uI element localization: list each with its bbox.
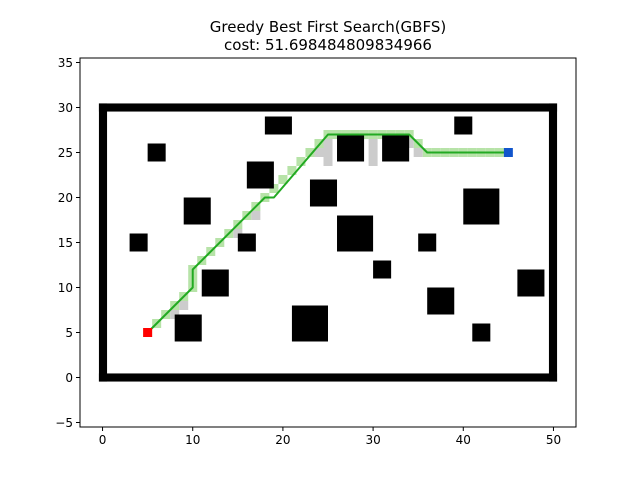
boundary-walls-layer <box>98 103 558 382</box>
y-tick-label: 0 <box>65 371 73 385</box>
boundary-bottom <box>98 373 558 382</box>
markers-layer <box>143 148 513 337</box>
visited-cell <box>278 175 288 184</box>
visited-cell <box>368 139 378 148</box>
obstacle <box>246 161 274 189</box>
x-tick-label: 0 <box>99 433 107 447</box>
obstacle <box>237 233 256 252</box>
visited-cell <box>179 301 189 310</box>
boundary-top <box>98 103 558 112</box>
visited-cell <box>323 139 333 148</box>
visited-cell <box>413 148 423 157</box>
chart-subtitle: cost: 51.698484809834966 <box>224 36 432 54</box>
axes-background <box>80 58 576 427</box>
obstacle <box>291 305 328 342</box>
plot-area <box>79 57 577 428</box>
y-tick-label: −5 <box>55 416 73 430</box>
obstacle <box>382 134 410 162</box>
obstacle <box>337 215 374 252</box>
obstacle <box>463 188 500 225</box>
obstacle <box>183 197 211 225</box>
obstacle <box>418 233 437 252</box>
obstacle <box>174 314 202 342</box>
visited-cell <box>287 166 297 175</box>
obstacle <box>373 260 392 279</box>
y-tick-label: 15 <box>58 236 73 250</box>
path-line <box>146 133 509 334</box>
y-tick-label: 30 <box>58 101 73 115</box>
x-axis: 0 10 20 30 40 50 <box>99 427 561 447</box>
goal-marker <box>503 148 513 157</box>
x-tick-label: 40 <box>456 433 471 447</box>
y-axis: −5 0 5 10 15 20 25 30 35 <box>55 56 80 430</box>
x-tick-label: 30 <box>365 433 380 447</box>
obstacle <box>517 269 545 297</box>
obstacle <box>264 116 292 135</box>
visited-cell <box>368 157 378 166</box>
visited-cell <box>368 148 378 157</box>
start-marker <box>143 328 153 337</box>
boundary-right <box>548 103 558 382</box>
x-tick-label: 50 <box>546 433 561 447</box>
x-tick-label: 20 <box>275 433 290 447</box>
obstacles-layer <box>129 116 545 342</box>
obstacle <box>472 323 491 342</box>
y-tick-label: 20 <box>58 191 73 205</box>
obstacle <box>454 116 473 135</box>
obstacle <box>201 269 229 297</box>
obstacle <box>147 143 166 162</box>
y-tick-label: 5 <box>65 326 73 340</box>
path-layer <box>146 133 509 334</box>
x-tick-label: 10 <box>185 433 200 447</box>
visited-cell <box>314 148 324 157</box>
visited-cell <box>296 157 306 166</box>
visited-cell <box>251 211 261 220</box>
chart-title: Greedy Best First Search(GBFS) <box>210 18 446 36</box>
visited-cell <box>323 157 333 166</box>
y-tick-label: 35 <box>58 56 73 70</box>
visited-cell <box>323 148 333 157</box>
y-tick-label: 25 <box>58 146 73 160</box>
obstacle <box>337 134 365 162</box>
y-tick-label: 10 <box>58 281 73 295</box>
obstacle <box>309 179 338 207</box>
obstacle <box>129 233 148 252</box>
visited-cell <box>305 148 315 157</box>
obstacle <box>427 287 455 315</box>
boundary-left <box>98 103 108 382</box>
